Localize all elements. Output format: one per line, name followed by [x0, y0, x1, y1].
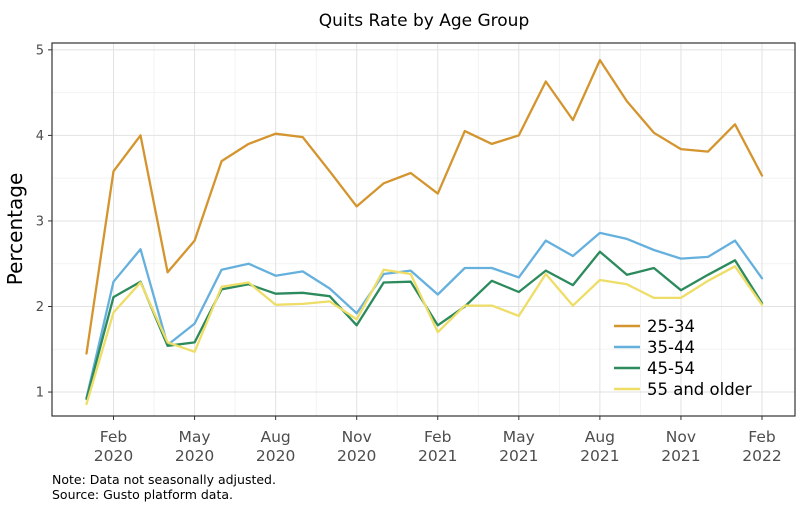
source-text: Source: Gusto platform data.	[52, 487, 233, 502]
y-tick-label: 5	[36, 43, 44, 58]
x-tick-label-month: Feb	[100, 428, 127, 446]
y-tick-label: 2	[36, 300, 44, 315]
legend-label: 45-54	[647, 359, 695, 378]
grid	[52, 43, 795, 416]
series-lines	[85, 58, 764, 406]
x-tick-label-year: 2022	[742, 447, 781, 465]
y-tick-label: 3	[36, 214, 44, 229]
x-tick-label-year: 2021	[499, 447, 538, 465]
y-tick-label: 4	[36, 129, 44, 144]
x-tick-label-year: 2021	[661, 447, 700, 465]
x-tick-label-year: 2021	[580, 447, 619, 465]
x-tick-label-month: Nov	[342, 428, 372, 446]
x-tick-label-month: May	[179, 428, 211, 446]
legend-label: 35-44	[647, 338, 695, 357]
x-tick-label-month: Aug	[260, 428, 290, 446]
series-line-35-44	[85, 231, 764, 400]
series-line-25-34	[85, 58, 764, 355]
note-text: Note: Data not seasonally adjusted.	[52, 472, 276, 487]
legend: 25-34 35-44 45-54 55 and older	[614, 317, 752, 399]
x-tick-label-year: 2021	[418, 447, 457, 465]
y-axis-label: Percentage	[3, 173, 27, 286]
x-tick-label-month: Aug	[585, 428, 615, 446]
x-tick-label-month: Feb	[748, 428, 775, 446]
legend-label: 25-34	[647, 317, 695, 336]
axes: 12345Feb2020May2020Aug2020Nov2020Feb2021…	[36, 43, 782, 465]
x-tick-label-month: Nov	[666, 428, 696, 446]
chart-title: Quits Rate by Age Group	[319, 11, 529, 31]
legend-label: 55 and older	[647, 380, 752, 399]
series-line-55-and-older	[85, 265, 764, 406]
y-tick-label: 1	[36, 386, 44, 401]
plot-background	[52, 43, 795, 416]
x-tick-label-year: 2020	[256, 447, 295, 465]
plot-panel-border	[51, 42, 796, 417]
x-tick-label-month: Feb	[424, 428, 451, 446]
x-tick-label-year: 2020	[175, 447, 214, 465]
x-tick-label-year: 2020	[94, 447, 133, 465]
x-tick-label-year: 2020	[337, 447, 376, 465]
x-tick-label-month: May	[503, 428, 535, 446]
